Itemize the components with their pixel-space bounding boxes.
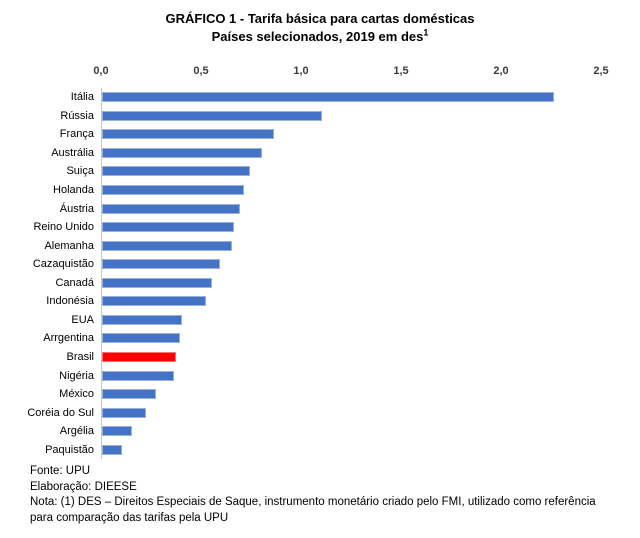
bar-indonesia (102, 296, 206, 307)
category-label-australia: Austrália (51, 146, 94, 159)
chart-title-line2: Países selecionados, 2019 em des1 (0, 28, 640, 46)
plot-area (101, 88, 602, 459)
category-label-alemanha: Alemanha (44, 239, 94, 252)
category-label-reino-unido: Reino Unido (33, 221, 94, 234)
category-label-indonesia: Indonésia (46, 295, 94, 308)
note-line: Nota: (1) DES – Direitos Especiais de Sa… (30, 496, 596, 524)
category-label-mexico: México (59, 388, 94, 401)
category-label-argelia: Argélia (59, 425, 94, 438)
chart-title-line1: GRÁFICO 1 - Tarifa básica para cartas do… (165, 11, 475, 26)
category-label-canada: Canadá (55, 276, 94, 289)
bar-holanda (102, 185, 244, 196)
category-label-cazaquistao: Cazaquistão (32, 258, 94, 271)
category-label-austria: Áustria (59, 202, 94, 215)
category-label-coreia-do-sul: Coréia do Sul (27, 406, 94, 419)
bar-reino-unido (102, 222, 234, 233)
x-tick-label-1-5: 1,5 (393, 65, 409, 77)
bar-nigeria (102, 370, 174, 381)
x-tick-label-2-0: 2,0 (493, 65, 509, 77)
chart-subtitle-footnote-marker: 1 (423, 27, 429, 38)
x-tick-label-1-0: 1,0 (293, 65, 309, 77)
chart-footer: Fonte: UPU Elaboração: DIEESE Nota: (1) … (30, 464, 616, 526)
bar-austria (102, 203, 240, 214)
chart-subtitle-text: Países selecionados, 2019 em des (211, 28, 424, 44)
source-line: Fonte: UPU (30, 465, 91, 477)
category-label-franca: França (59, 128, 94, 141)
bar-brasil (102, 351, 176, 362)
category-label-italia: Itália (70, 91, 94, 104)
bar-coreia-do-sul (102, 407, 146, 418)
bar-canada (102, 277, 212, 288)
bar-russia (102, 110, 322, 121)
bar-paquistao (102, 444, 122, 455)
bar-argelia (102, 426, 132, 437)
chart-title: GRÁFICO 1 - Tarifa básica para cartas do… (0, 10, 640, 45)
bar-cazaquistao (102, 259, 220, 270)
category-label-russia: Rússia (60, 109, 94, 122)
bar-alemanha (102, 240, 232, 251)
bar-eua (102, 314, 182, 325)
x-tick-label-0-0: 0,0 (93, 65, 109, 77)
elaboration-line: Elaboração: DIEESE (30, 480, 137, 493)
category-label-suica: Suiça (66, 165, 94, 178)
bar-franca (102, 129, 274, 140)
x-tick-label-2-5: 2,5 (593, 65, 609, 77)
category-label-paquistao: Paquistão (45, 443, 94, 456)
bar-arrgentina (102, 333, 180, 344)
x-tick-label-0-5: 0,5 (193, 65, 209, 77)
category-label-arrgentina: Arrgentina (43, 332, 94, 345)
category-label-eua: EUA (71, 313, 94, 326)
x-axis-tick-labels: 0,0 0,5 1,0 1,5 2,0 2,5 (0, 65, 640, 79)
category-label-nigeria: Nigéria (59, 369, 94, 382)
bar-suica (102, 166, 250, 177)
bar-mexico (102, 389, 156, 400)
bar-italia (102, 92, 554, 103)
category-label-brasil: Brasil (66, 350, 94, 363)
category-label-holanda: Holanda (53, 184, 94, 197)
bar-australia (102, 147, 262, 158)
